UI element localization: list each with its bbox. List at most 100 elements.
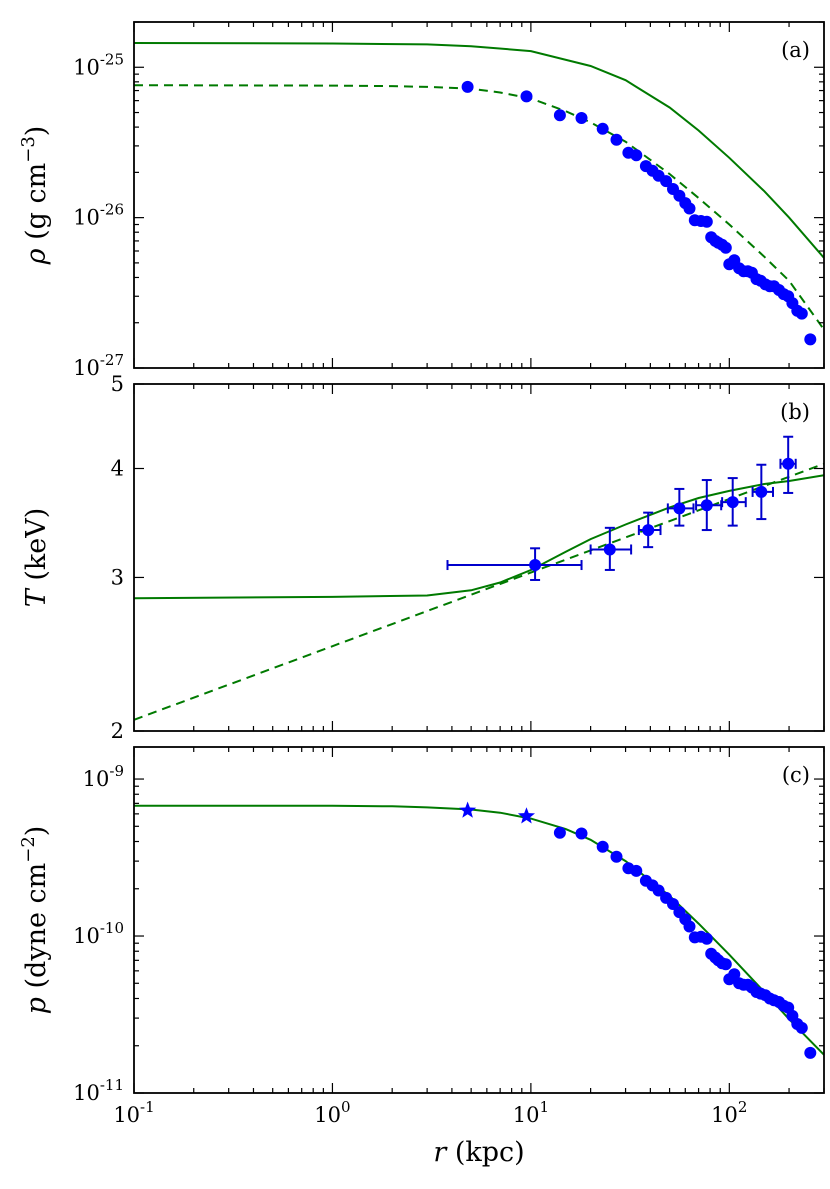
data-point: [553, 826, 566, 839]
ticks: [133, 21, 825, 369]
plot-area: [134, 801, 824, 1059]
y-axis-unit: (keV): [21, 508, 52, 581]
data-point: [719, 958, 732, 971]
data-point: [700, 932, 713, 945]
panel-tag: (c): [782, 763, 810, 787]
data-point: [700, 215, 713, 228]
y-tick-exponent: -11: [100, 1076, 124, 1094]
y-tick-exponent: -10: [100, 919, 124, 937]
data-point: [596, 840, 609, 853]
x-axis-label: r (kpc): [433, 1137, 524, 1168]
y-axis-symbol: p: [21, 988, 52, 1014]
axes-frame: [133, 21, 825, 369]
y-axis-label: p (dyne cm−2): [18, 826, 52, 1015]
x-tick-exponent: 0: [341, 1098, 351, 1116]
x-tick-exponent: -1: [140, 1098, 155, 1116]
panel-b: 2 3 4 5 (b) T (keV): [21, 372, 825, 743]
y-tick-exponent: -27: [100, 351, 124, 369]
data-point: [660, 175, 673, 188]
y-tick-base: 10: [73, 55, 100, 79]
data-point: [630, 864, 643, 877]
y-axis-unit-close: ): [21, 126, 52, 137]
x-tick-base: 10: [113, 1103, 140, 1127]
x-tick-base: 10: [711, 1103, 738, 1127]
y-axis-unit: (g cm: [21, 163, 52, 240]
data-point: [610, 133, 623, 146]
y-tick-base: 10: [73, 924, 100, 948]
data-point: [719, 241, 732, 254]
data-point: [667, 898, 679, 910]
plot-area: [134, 42, 824, 346]
model-dashed-line: [134, 84, 824, 331]
y-tick-label: 10-26: [73, 201, 124, 230]
data-point: [575, 827, 588, 840]
y-axis-unit-close: ): [21, 826, 52, 837]
x-tick-label: 102: [711, 1098, 747, 1127]
data-point: [630, 149, 643, 162]
panel-tag: (a): [781, 38, 810, 62]
axes-frame: [133, 746, 825, 1094]
data-point: [726, 496, 739, 509]
y-axis-symbol: ρ: [21, 240, 52, 265]
y-tick-base: 10: [73, 1081, 100, 1105]
data-point: [804, 333, 817, 346]
model-solid-line: [134, 42, 824, 259]
x-tick-base: 10: [513, 1103, 540, 1127]
model-solid-line: [134, 474, 824, 600]
ticks: [133, 383, 825, 732]
x-tick-label: 100: [314, 1098, 350, 1127]
y-tick-label: 5: [111, 372, 124, 396]
data-point: [575, 112, 588, 124]
data-point-star: [517, 807, 535, 824]
data-point: [652, 884, 665, 897]
x-tick-base: 10: [314, 1103, 341, 1127]
y-tick-exponent: -25: [100, 50, 124, 68]
data-point: [700, 499, 713, 512]
x-axis-symbol: r: [433, 1137, 455, 1168]
y-tick-base: 10: [73, 356, 100, 380]
y-tick-label: 2: [111, 719, 124, 743]
x-tick-label: 101: [513, 1098, 549, 1127]
y-axis-unit-exponent: −3: [18, 136, 39, 163]
y-tick-base: 10: [73, 206, 100, 230]
data-point: [804, 1046, 817, 1059]
plot-area: [134, 435, 824, 721]
y-axis-symbol: T: [21, 581, 52, 608]
y-axis-label: T (keV): [21, 508, 52, 608]
y-tick-label: 10-27: [73, 351, 124, 380]
data-point: [782, 457, 795, 470]
data-point: [520, 90, 533, 103]
y-tick-label: 10-25: [73, 50, 124, 79]
model-dashed-line: [134, 462, 824, 721]
panel-tag: (b): [780, 400, 810, 424]
y-tick-label: 10-11: [73, 1076, 124, 1105]
data-point: [610, 850, 623, 863]
error-bar: [446, 547, 583, 581]
y-tick-label: 3: [111, 565, 124, 589]
axes-frame: [133, 383, 825, 732]
ticks: [133, 747, 825, 1094]
x-tick-exponent: 1: [539, 1098, 549, 1116]
data-point: [603, 543, 616, 556]
data-point: [755, 485, 768, 498]
data-point: [795, 307, 808, 320]
data-point: [461, 80, 474, 93]
data-point: [795, 1021, 808, 1034]
y-tick-label: 10-9: [83, 762, 124, 791]
data-point: [683, 920, 696, 933]
y-tick-base: 10: [83, 767, 110, 791]
data-point: [596, 122, 609, 135]
y-tick-label: 10-10: [73, 919, 124, 948]
y-axis-unit-exponent: −2: [18, 836, 39, 863]
data-point-star: [459, 801, 477, 818]
data-point: [728, 968, 741, 981]
x-axis-unit: (kpc): [455, 1137, 525, 1168]
data-point: [553, 109, 566, 122]
data-point: [673, 502, 686, 515]
y-axis-label: ρ (g cm−3): [18, 126, 52, 266]
y-tick-exponent: -26: [100, 201, 124, 219]
